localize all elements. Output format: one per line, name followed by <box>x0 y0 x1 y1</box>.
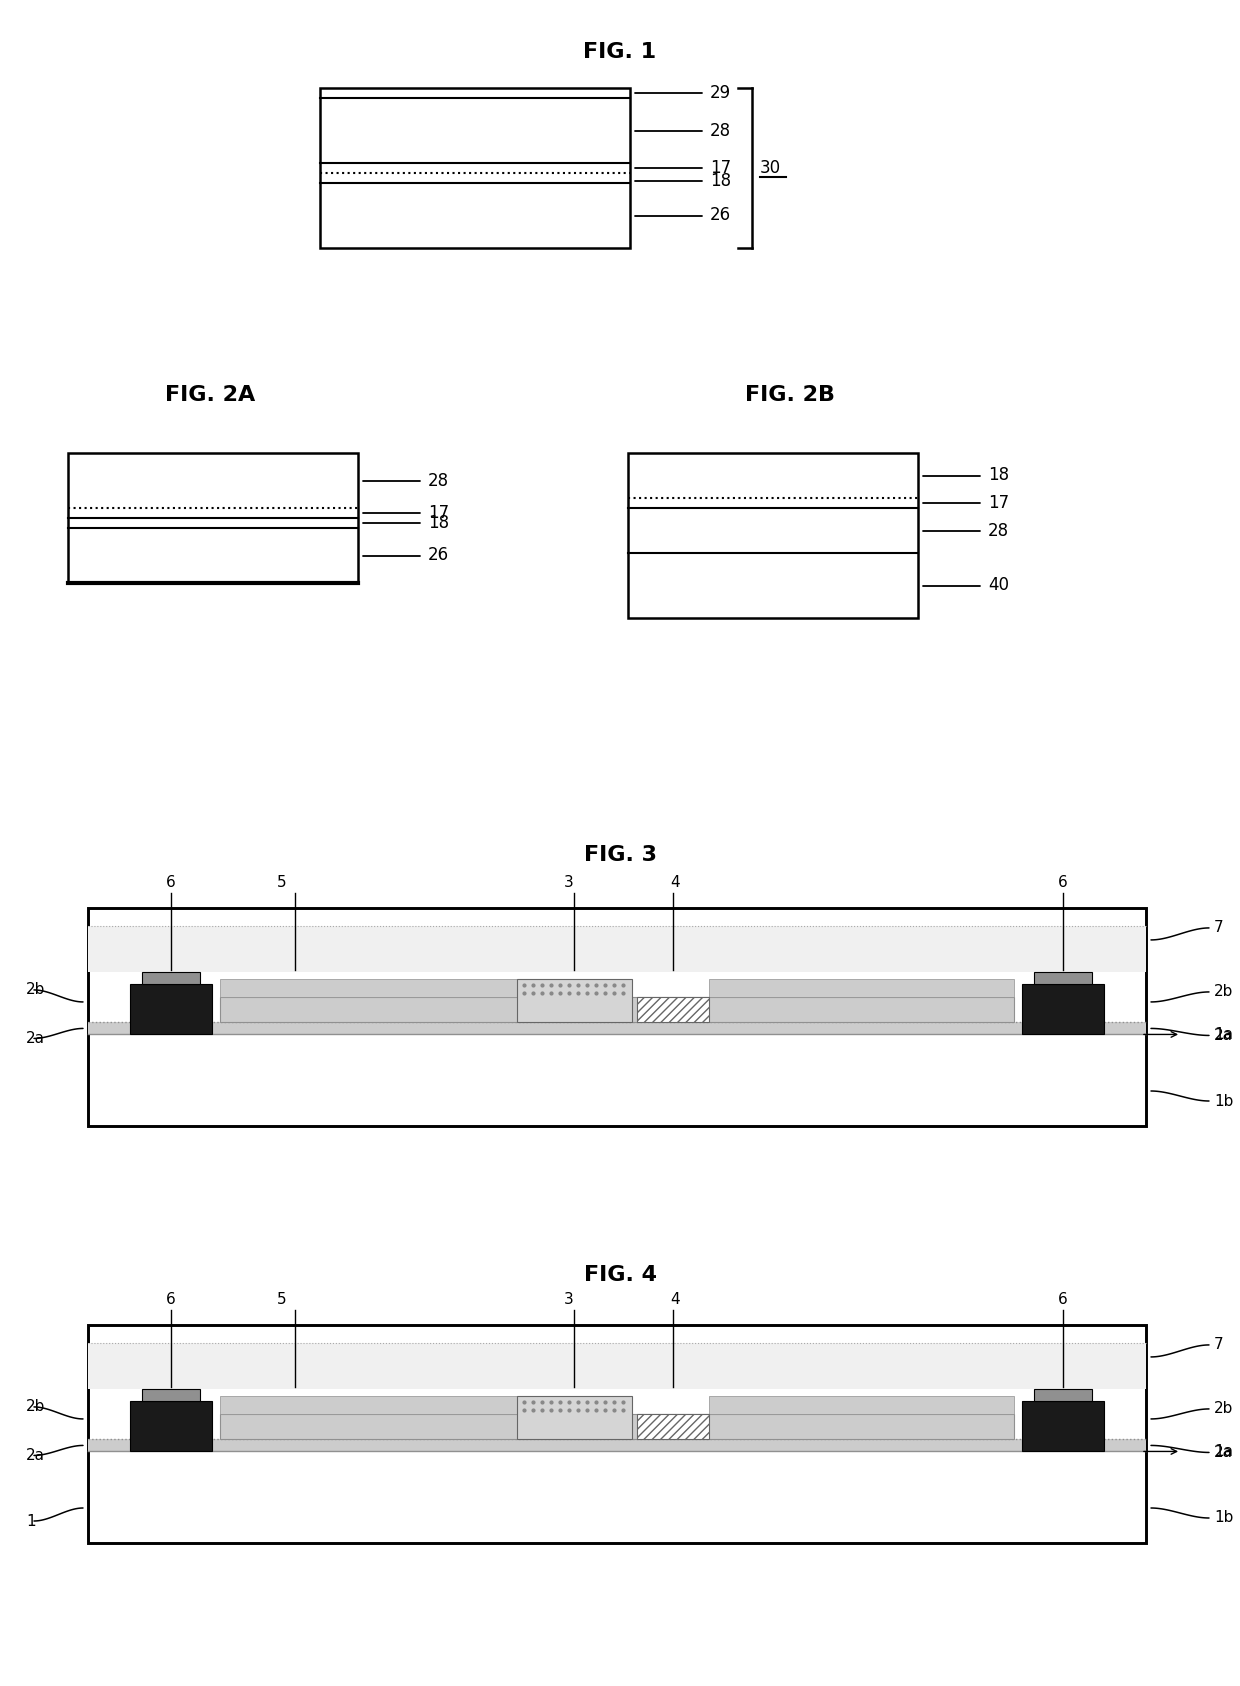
Text: 17: 17 <box>711 158 732 177</box>
Bar <box>88 1022 1146 1035</box>
Text: 7: 7 <box>1214 921 1224 936</box>
Bar <box>143 973 200 985</box>
Bar <box>68 454 358 583</box>
Text: 17: 17 <box>988 494 1009 513</box>
Text: 1b: 1b <box>1214 1511 1234 1526</box>
Text: FIG. 3: FIG. 3 <box>584 845 656 865</box>
Text: 2a: 2a <box>1214 1028 1233 1044</box>
Text: 2b: 2b <box>1214 1401 1234 1416</box>
Bar <box>219 1396 517 1415</box>
Text: 28: 28 <box>711 121 732 140</box>
Bar <box>88 926 1146 973</box>
Text: 2b: 2b <box>1214 985 1234 1000</box>
Text: 18: 18 <box>428 514 449 533</box>
Text: FIG. 4: FIG. 4 <box>584 1264 656 1285</box>
Bar <box>517 1396 632 1440</box>
Bar <box>88 1325 1146 1543</box>
Text: 18: 18 <box>988 467 1009 484</box>
Text: 28: 28 <box>988 521 1009 540</box>
Text: 6: 6 <box>166 875 176 890</box>
Text: 1: 1 <box>26 1514 36 1529</box>
Bar <box>88 1440 1146 1452</box>
Text: 28: 28 <box>428 472 449 489</box>
Text: 3: 3 <box>564 1291 574 1307</box>
Text: 2b: 2b <box>26 1399 46 1415</box>
Bar <box>709 980 1014 998</box>
Text: 4: 4 <box>670 1291 680 1307</box>
Text: 2a: 2a <box>26 1448 45 1463</box>
Text: 6: 6 <box>1058 1291 1068 1307</box>
Bar <box>320 88 630 248</box>
Bar <box>637 1415 709 1440</box>
Bar <box>1034 973 1092 985</box>
Text: 4: 4 <box>670 875 680 890</box>
Bar <box>627 454 918 619</box>
Bar <box>88 1344 1146 1389</box>
Bar <box>219 998 1014 1022</box>
Text: 1b: 1b <box>1214 1094 1234 1108</box>
Bar <box>130 1401 212 1452</box>
Text: FIG. 1: FIG. 1 <box>584 42 656 62</box>
Text: 18: 18 <box>711 172 732 191</box>
Text: 2a: 2a <box>1214 1445 1233 1460</box>
Text: FIG. 2A: FIG. 2A <box>165 384 255 405</box>
Bar <box>1022 985 1104 1035</box>
Bar <box>1034 1389 1092 1401</box>
Text: 1a: 1a <box>1214 1027 1233 1042</box>
Text: 40: 40 <box>988 577 1009 595</box>
Bar <box>143 1389 200 1401</box>
Bar <box>219 1415 1014 1440</box>
Bar <box>637 998 709 1022</box>
Bar <box>517 980 632 1022</box>
Bar <box>1022 1401 1104 1452</box>
Text: 26: 26 <box>711 206 732 224</box>
Text: 2b: 2b <box>26 983 46 998</box>
Text: 29: 29 <box>711 84 732 101</box>
Text: 2a: 2a <box>26 1030 45 1045</box>
Bar <box>709 1396 1014 1415</box>
Text: FIG. 2B: FIG. 2B <box>745 384 835 405</box>
Text: 6: 6 <box>166 1291 176 1307</box>
Text: 17: 17 <box>428 504 449 523</box>
Bar <box>219 980 517 998</box>
Bar <box>88 909 1146 1126</box>
Text: 6: 6 <box>1058 875 1068 890</box>
Text: 3: 3 <box>564 875 574 890</box>
Text: 26: 26 <box>428 546 449 565</box>
Text: 5: 5 <box>278 1291 286 1307</box>
Bar <box>130 985 212 1035</box>
Text: 7: 7 <box>1214 1337 1224 1352</box>
Text: 1a: 1a <box>1214 1443 1233 1458</box>
Text: 30: 30 <box>760 158 781 177</box>
Text: 5: 5 <box>278 875 286 890</box>
